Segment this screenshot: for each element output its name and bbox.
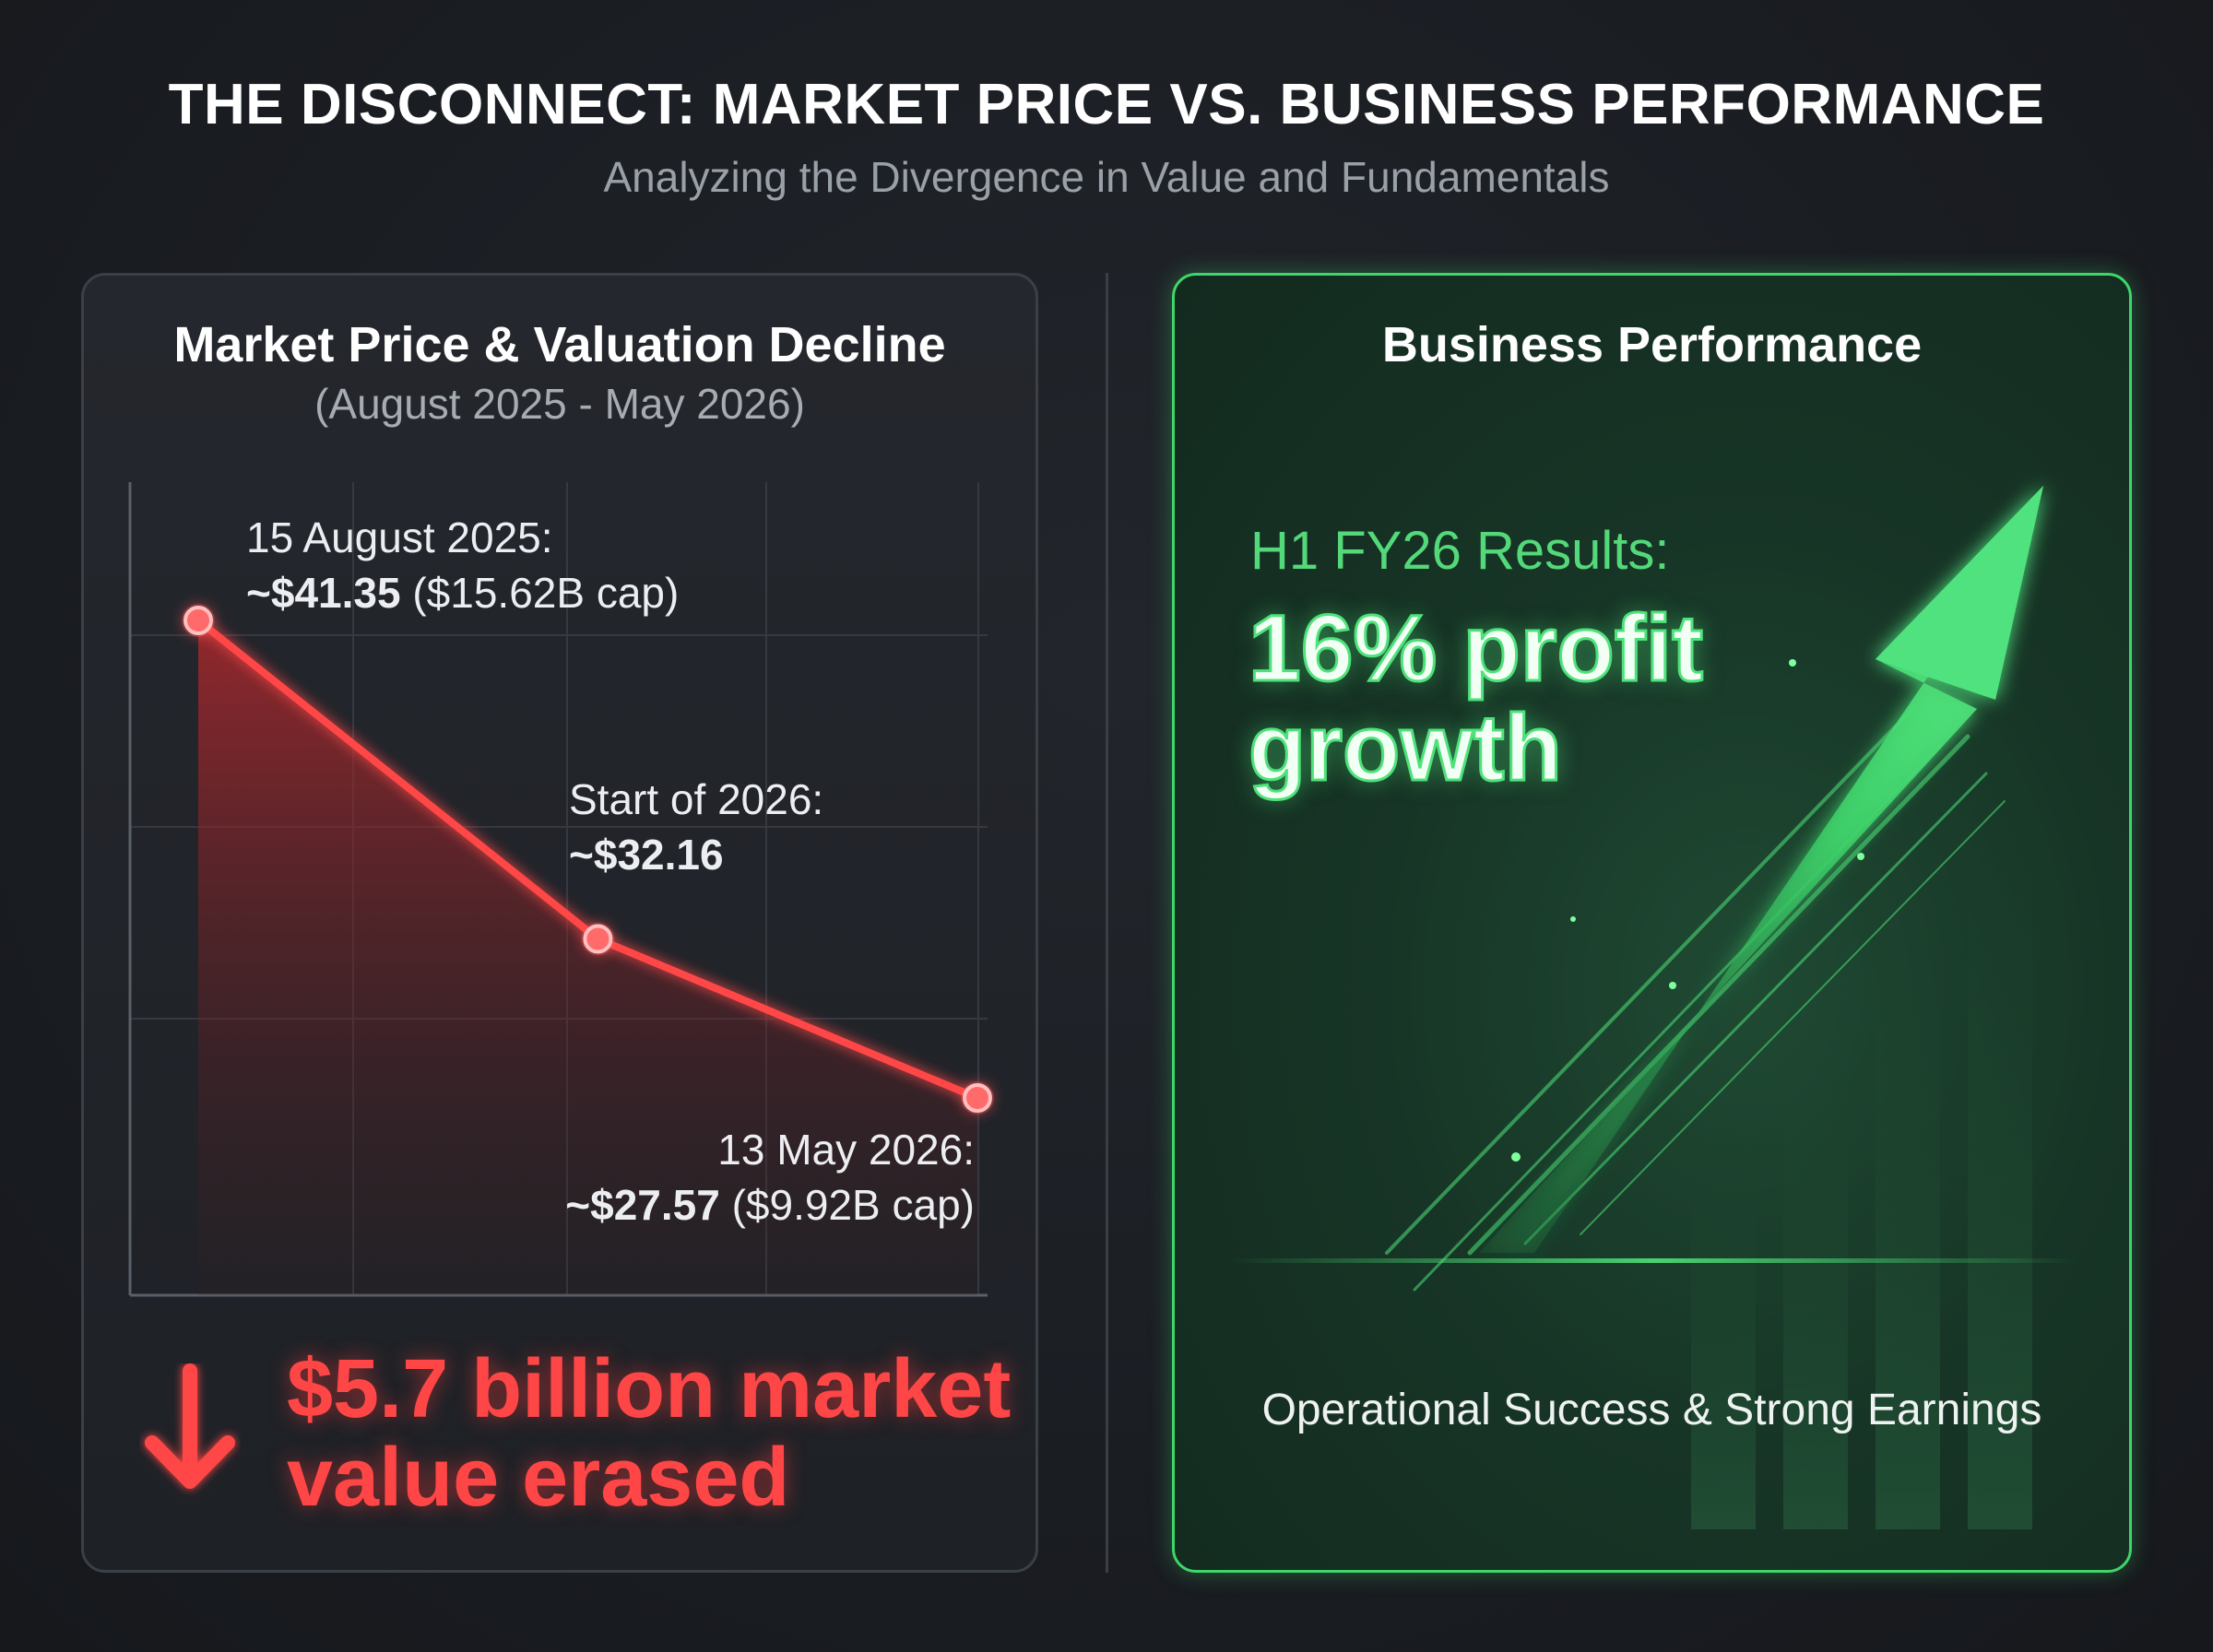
annotation-price: ~$27.57 — [565, 1181, 720, 1229]
annotation-date: 15 August 2025: — [246, 513, 553, 561]
price-point — [963, 1083, 992, 1113]
results-label: H1 FY26 Results: — [1250, 521, 1670, 581]
price-area — [198, 620, 977, 1295]
page-subtitle: Analyzing the Divergence in Value and Fu… — [603, 153, 1610, 201]
annotation-price: ~$41.35 — [246, 569, 401, 617]
market-price-panel: Market Price & Valuation Decline (August… — [81, 273, 1038, 1573]
down-arrow-icon — [139, 1363, 241, 1506]
annotation-date: Start of 2026: — [569, 775, 823, 823]
performance-footer: Operational Success & Strong Earnings — [1261, 1386, 2042, 1434]
up-trend-arrow-icon — [1230, 486, 2078, 1529]
annotation-cap: ($15.62B cap) — [401, 569, 680, 617]
market-panel-title: Market Price & Valuation Decline — [173, 317, 946, 372]
annotation-price: ~$32.16 — [569, 831, 724, 879]
annotation-cap: ($9.92B cap) — [720, 1181, 975, 1229]
annotation-value: ~$27.57 ($9.92B cap) — [565, 1181, 975, 1229]
price-line-segment — [195, 617, 602, 943]
annotation-value: ~$41.35 ($15.62B cap) — [246, 569, 679, 617]
business-performance-panel: Business Performance — [1172, 273, 2132, 1573]
price-point — [583, 924, 613, 954]
price-line-segment — [594, 935, 981, 1102]
price-point — [183, 606, 213, 635]
profit-growth-headline: 16% profit growth — [1248, 596, 1705, 800]
annotation-value: ~$32.16 — [569, 831, 724, 879]
center-divider — [1106, 273, 1108, 1573]
performance-panel-title: Business Performance — [1381, 317, 1923, 372]
annotation-date: 13 May 2026: — [717, 1126, 975, 1174]
date-range: (August 2025 - May 2026) — [314, 380, 805, 428]
price-chart: 15 August 2025: ~$41.35 ($15.62B cap) Star… — [128, 482, 994, 1297]
market-value-loss: $5.7 billion market value erased — [287, 1343, 1012, 1524]
page-title: THE DISCONNECT: MARKET PRICE VS. BUSINES… — [168, 73, 2045, 136]
